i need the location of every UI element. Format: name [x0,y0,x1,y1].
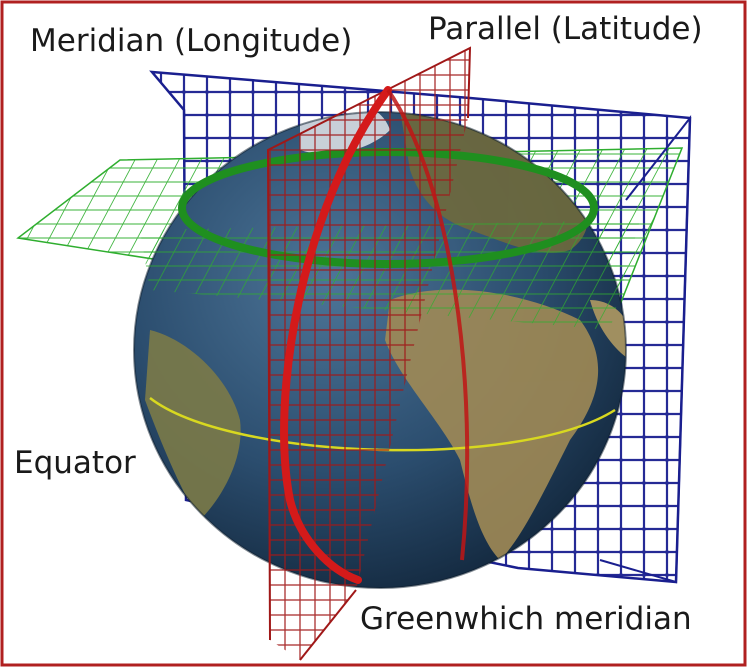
greenwich-label: Greenwhich meridian [360,601,692,637]
equator-label: Equator [14,445,136,481]
greenwich-plane [268,48,470,660]
greenwich-meridian-line [280,86,392,584]
back-meridian-line [386,88,470,561]
meridian-label: Meridian (Longitude) [30,23,353,59]
parallel-label: Parallel (Latitude) [428,11,703,47]
